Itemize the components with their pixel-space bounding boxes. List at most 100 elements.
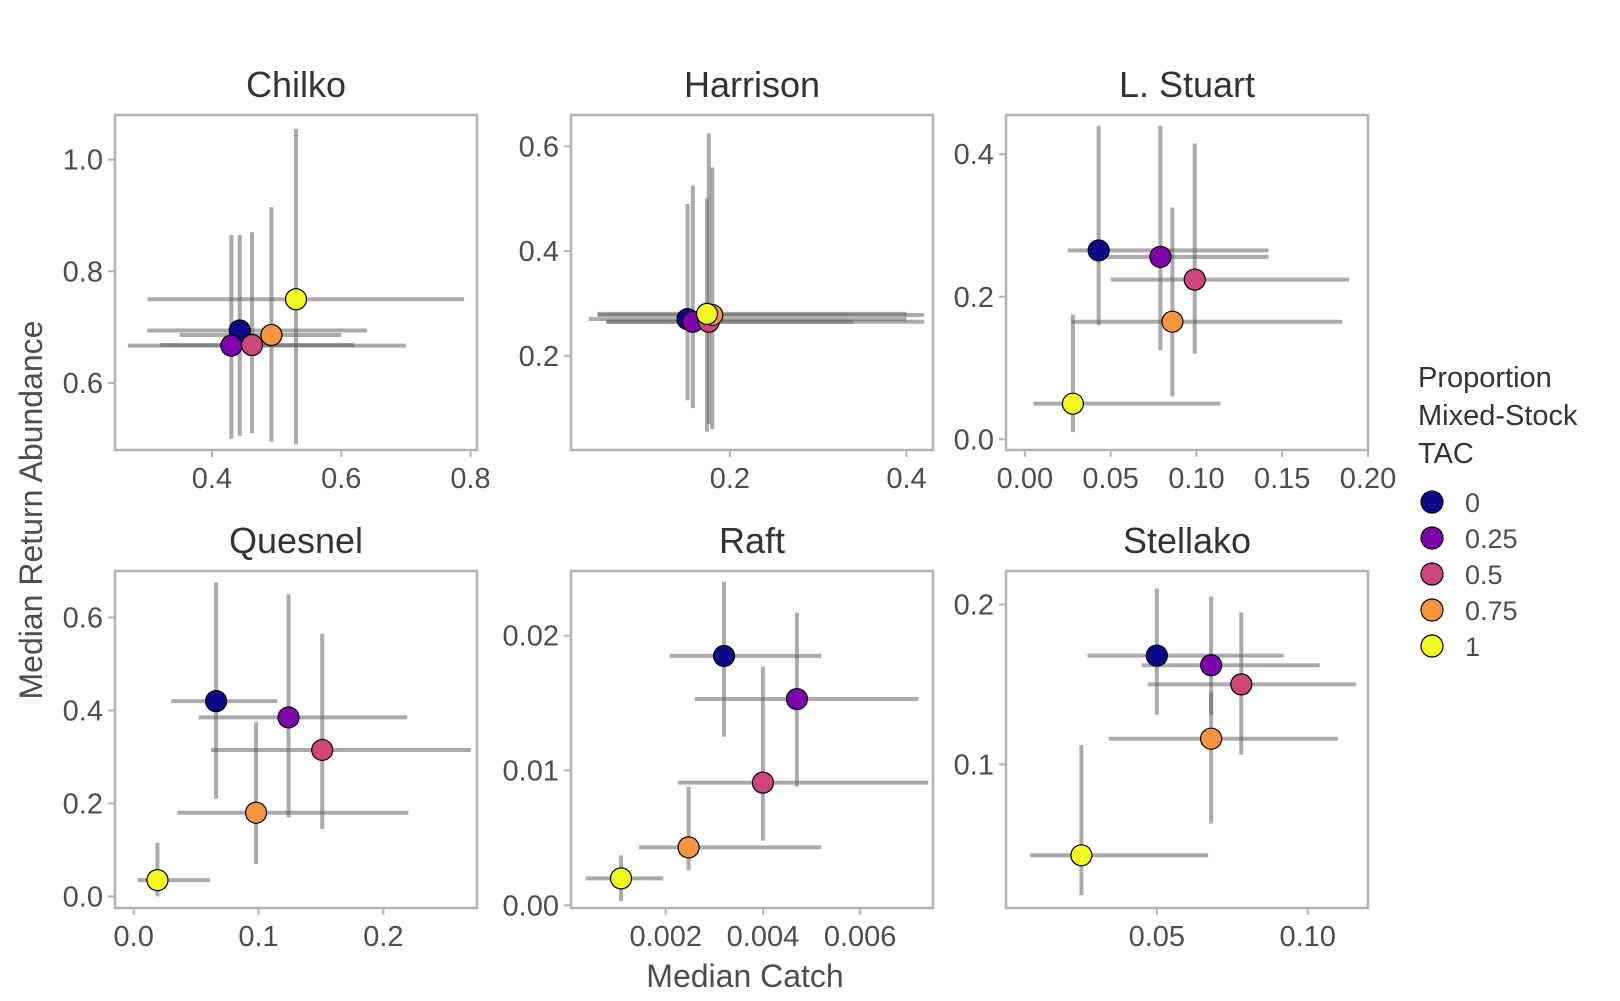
x-tick-label: 0.004 bbox=[727, 921, 800, 953]
legend-key bbox=[1420, 598, 1444, 622]
y-tick-label: 0.00 bbox=[503, 890, 559, 922]
y-tick-label: 0.1 bbox=[954, 749, 994, 781]
panel-chilko: Chilko 0.4 0.6 0.8 0.6 0.8 1.0 bbox=[63, 64, 491, 495]
data-point-tac-0-5 bbox=[751, 771, 775, 794]
x-tick-label: 0.05 bbox=[1082, 463, 1138, 495]
panel-title: Quesnel bbox=[229, 520, 363, 561]
panel-border bbox=[113, 569, 479, 910]
panel-title: Raft bbox=[719, 520, 785, 561]
x-tick-label: 0.20 bbox=[1340, 463, 1396, 495]
data-point-tac-0-25 bbox=[277, 706, 300, 729]
y-tick-label: 1.0 bbox=[63, 145, 103, 177]
x-tick-label: 0.4 bbox=[886, 463, 926, 495]
data-point-tac-0 bbox=[1087, 239, 1110, 262]
data-point-tac-0-5 bbox=[311, 738, 334, 762]
legend-key bbox=[1420, 490, 1444, 514]
data-point-tac-0-75 bbox=[260, 323, 283, 347]
x-tick-label: 0.05 bbox=[1129, 921, 1185, 953]
panel-harrison: Harrison 0.2 0.4 0.2 0.4 0.6 bbox=[519, 64, 935, 495]
data-point-tac-1 bbox=[1061, 392, 1085, 415]
y-tick-label: 0.4 bbox=[954, 139, 994, 171]
panel-border bbox=[569, 113, 935, 452]
data-point-tac-0-25 bbox=[1200, 654, 1223, 677]
legend-label: 0.75 bbox=[1465, 596, 1518, 626]
legend-label: 1 bbox=[1465, 632, 1480, 662]
legend-item-0-5: 0.5 bbox=[1420, 560, 1503, 590]
data-point-tac-0 bbox=[712, 644, 736, 668]
x-tick-label: 0.2 bbox=[363, 921, 403, 953]
data-point-tac-0 bbox=[205, 690, 228, 713]
data-point-tac-0-5 bbox=[1230, 673, 1253, 696]
data-point-tac-0-75 bbox=[1161, 310, 1184, 333]
y-tick-label: 0.6 bbox=[63, 368, 103, 400]
x-tick-label: 0.8 bbox=[450, 463, 490, 495]
y-tick-label: 0.2 bbox=[519, 341, 559, 373]
data-point-tac-0-5 bbox=[1183, 268, 1206, 291]
data-point-tac-1 bbox=[1070, 844, 1093, 867]
y-tick-label: 0.4 bbox=[519, 236, 559, 268]
y-tick-label: 0.0 bbox=[63, 881, 103, 913]
legend-item-0-75: 0.75 bbox=[1420, 596, 1518, 626]
legend-items: 0 0.25 0.5 0.75 1 bbox=[1420, 488, 1518, 662]
y-tick-label: 0.0 bbox=[954, 424, 994, 456]
panel-raft: Raft 0.002 0.004 0.006 0.00 0.01 0.02 bbox=[503, 520, 935, 953]
legend-label: 0.25 bbox=[1465, 524, 1518, 554]
panel-border bbox=[113, 113, 479, 452]
y-tick-label: 0.6 bbox=[63, 602, 103, 634]
data-point-tac-0 bbox=[1145, 644, 1168, 667]
y-tick-label: 0.4 bbox=[63, 695, 103, 727]
legend-title-line-1: Proportion bbox=[1418, 362, 1552, 394]
y-tick-label: 0.01 bbox=[503, 756, 559, 788]
x-axis-label: Median Catch bbox=[646, 958, 843, 994]
x-tick-label: 0.10 bbox=[1279, 921, 1335, 953]
panel-quesnel: Quesnel 0.0 0.1 0.2 0.0 0.2 0.4 0.6 bbox=[63, 520, 479, 953]
legend-key bbox=[1420, 634, 1444, 658]
panel-title: Harrison bbox=[684, 64, 820, 105]
data-point-tac-0-25 bbox=[785, 687, 809, 711]
legend-key bbox=[1420, 526, 1444, 550]
x-tick-label: 0.002 bbox=[629, 921, 702, 953]
data-point-tac-1 bbox=[146, 869, 169, 892]
legend-item-0: 0 bbox=[1420, 488, 1480, 518]
x-tick-label: 0.15 bbox=[1254, 463, 1310, 495]
legend-label: 0.5 bbox=[1465, 560, 1503, 590]
legend-item-0-25: 0.25 bbox=[1420, 524, 1518, 554]
y-tick-label: 0.6 bbox=[519, 131, 559, 163]
x-tick-label: 0.006 bbox=[824, 921, 897, 953]
legend-key bbox=[1420, 562, 1444, 586]
y-tick-label: 0.2 bbox=[954, 282, 994, 314]
panel-stellako: Stellako 0.05 0.10 0.1 0.2 bbox=[954, 520, 1370, 953]
legend: Proportion Mixed-Stock TAC 0 0.25 0.5 0.75 1 bbox=[1418, 362, 1578, 662]
y-tick-label: 0.02 bbox=[503, 621, 559, 653]
data-point-tac-0-25 bbox=[1149, 245, 1172, 268]
data-point-tac-0-25 bbox=[220, 334, 243, 357]
panel-border bbox=[1004, 569, 1370, 910]
x-tick-label: 0.2 bbox=[710, 463, 750, 495]
data-point-tac-0-75 bbox=[677, 836, 700, 859]
x-tick-label: 0.0 bbox=[114, 921, 154, 953]
x-tick-label: 0.00 bbox=[997, 463, 1053, 495]
data-point-tac-0-75 bbox=[244, 801, 268, 824]
y-tick-label: 0.2 bbox=[63, 788, 103, 820]
data-point-tac-1 bbox=[695, 302, 719, 326]
panel-l-stuart: L. Stuart 0.00 0.05 0.10 0.15 0.20 0.0 0.2 0.4 bbox=[954, 64, 1397, 495]
y-tick-label: 0.8 bbox=[63, 256, 103, 288]
panel-border bbox=[569, 569, 935, 910]
y-tick-label: 0.2 bbox=[954, 590, 994, 622]
legend-item-1: 1 bbox=[1420, 632, 1480, 662]
panel-title: L. Stuart bbox=[1119, 64, 1255, 105]
data-point-tac-1 bbox=[284, 288, 308, 311]
data-point-tac-0-75 bbox=[1200, 727, 1223, 750]
x-tick-label: 0.4 bbox=[192, 463, 232, 495]
x-tick-label: 0.10 bbox=[1168, 463, 1224, 495]
legend-title-line-3: TAC bbox=[1418, 438, 1474, 470]
y-axis-label: Median Return Abundance bbox=[13, 321, 49, 700]
data-point-tac-0-5 bbox=[240, 333, 264, 357]
x-tick-label: 0.1 bbox=[238, 921, 278, 953]
data-point-tac-1 bbox=[609, 867, 633, 890]
x-tick-label: 0.6 bbox=[321, 463, 361, 495]
facet-panels: Chilko 0.4 0.6 0.8 0.6 0.8 1.0 Harrison 0.2 0.4 0.… bbox=[63, 64, 1397, 953]
panel-title: Chilko bbox=[246, 64, 346, 105]
panel-title: Stellako bbox=[1123, 520, 1251, 561]
